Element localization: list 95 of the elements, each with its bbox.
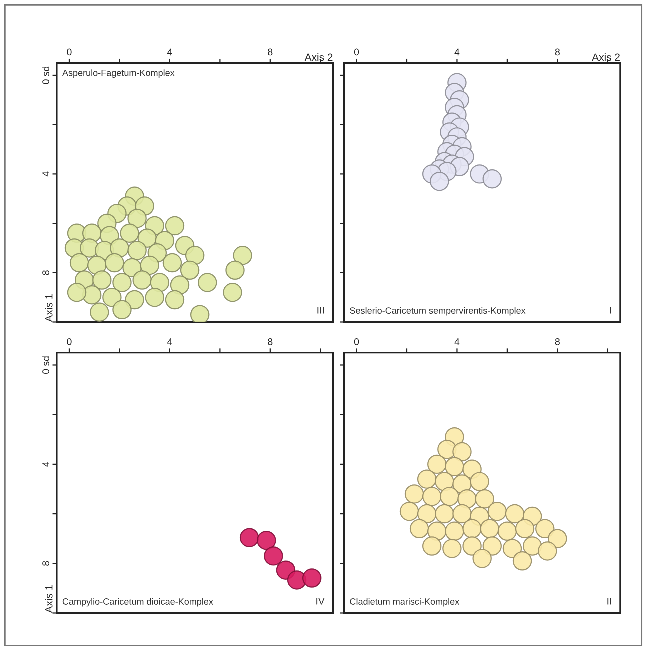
x-tick-label: 0 — [67, 48, 72, 56]
point — [67, 283, 87, 302]
point — [125, 290, 144, 310]
point — [512, 552, 532, 571]
point — [442, 539, 462, 558]
annotation: Asperulo-Fagetum-Komplex — [62, 70, 175, 78]
point — [475, 490, 494, 509]
point — [452, 442, 472, 462]
y-tick-label: 8 — [42, 270, 50, 276]
x-tick-label: 0 — [67, 338, 72, 346]
point — [470, 472, 490, 492]
point — [462, 536, 482, 556]
point — [257, 530, 276, 550]
point — [400, 502, 420, 522]
y-axis-title: Axis 1 — [45, 294, 53, 322]
point — [112, 273, 132, 292]
point — [536, 519, 555, 539]
annotation: Campylio-Caricetum dioicae-Komplex — [62, 598, 214, 607]
point — [538, 542, 558, 561]
point — [90, 302, 110, 322]
point — [488, 502, 508, 522]
point — [170, 276, 190, 295]
point — [482, 536, 502, 556]
point — [422, 536, 442, 556]
point — [145, 288, 164, 308]
x-tick-label: 8 — [555, 338, 560, 346]
point — [128, 241, 147, 260]
point — [165, 290, 185, 310]
x-tick-label: 4 — [167, 48, 172, 56]
point — [440, 487, 460, 506]
point — [162, 253, 182, 273]
point — [70, 253, 90, 273]
point — [452, 504, 472, 524]
point — [417, 470, 437, 489]
point — [120, 224, 140, 244]
point — [482, 170, 502, 189]
point — [430, 172, 450, 192]
x-tick-label: 0 — [354, 48, 360, 56]
annotation: Cladietum marisci-Komplex — [350, 598, 460, 607]
point — [302, 568, 322, 588]
point — [522, 536, 542, 556]
point — [102, 288, 122, 308]
point — [105, 253, 124, 273]
y-tick-label: 4 — [42, 462, 50, 467]
x-tick-label: 0 — [354, 338, 360, 346]
point — [548, 529, 568, 548]
x-axis-title: Axis 2 — [304, 53, 333, 62]
annotation: II — [608, 598, 612, 605]
point — [128, 208, 147, 228]
point — [462, 519, 482, 539]
annotation: III — [318, 307, 324, 314]
point — [472, 549, 492, 568]
point — [180, 260, 200, 280]
x-tick-label: 8 — [268, 48, 273, 56]
x-tick-label: 8 — [555, 48, 560, 56]
point — [198, 273, 218, 292]
point — [505, 504, 525, 524]
annotation: Seslerio-Caricetum sempervirentis-Komplex — [350, 307, 526, 316]
point — [150, 273, 170, 292]
x-tick-label: 4 — [454, 48, 460, 56]
y-tick-label: 8 — [42, 561, 50, 566]
point — [226, 260, 245, 280]
x-tick-label: 4 — [167, 338, 172, 346]
point — [435, 504, 454, 524]
annotation: IV — [316, 598, 325, 605]
y-tick-label: 4 — [42, 172, 50, 177]
y-tick-label: 0 sd — [42, 356, 50, 374]
y-tick-label: 0 sd — [42, 66, 50, 84]
point — [428, 454, 447, 474]
point — [112, 300, 132, 320]
point — [480, 519, 500, 539]
x-tick-label: 8 — [268, 338, 273, 346]
point — [190, 305, 210, 322]
point — [404, 484, 424, 504]
annotation: I — [610, 307, 612, 314]
point — [165, 216, 185, 236]
point — [502, 539, 522, 558]
point — [410, 519, 430, 539]
point — [92, 270, 112, 290]
point — [140, 256, 160, 276]
point — [185, 246, 205, 266]
point — [498, 522, 518, 542]
point — [445, 522, 464, 542]
x-tick-label: 4 — [454, 338, 460, 346]
y-axis-title: Axis 1 — [45, 585, 53, 614]
x-axis-title: Axis 2 — [592, 53, 620, 62]
point — [417, 504, 437, 524]
point — [422, 487, 442, 506]
point — [264, 546, 284, 566]
point — [223, 283, 242, 302]
point — [233, 246, 252, 266]
point — [132, 270, 152, 290]
point — [445, 457, 464, 477]
point — [515, 519, 535, 539]
point — [240, 528, 260, 548]
